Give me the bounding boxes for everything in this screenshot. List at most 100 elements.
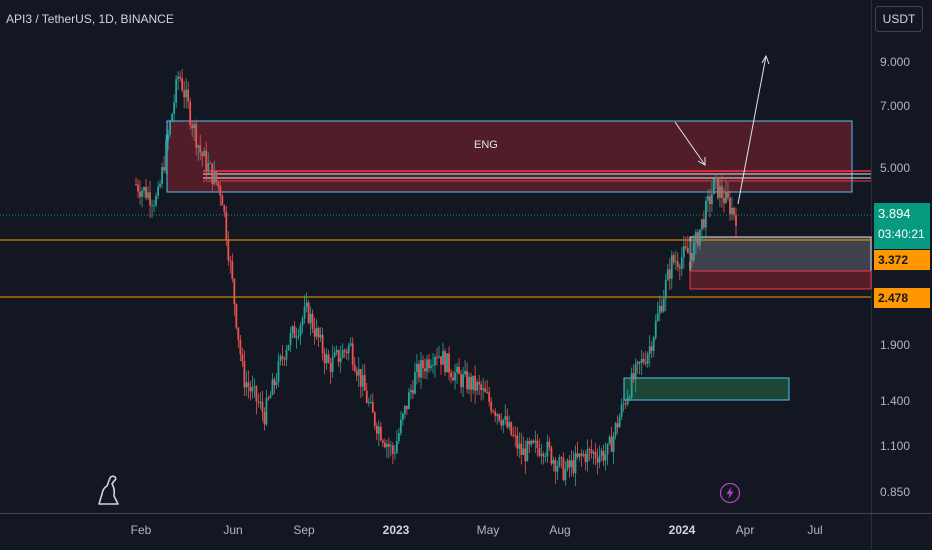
candle-body (279, 356, 282, 362)
candle-body (636, 361, 639, 365)
candle-body (512, 434, 515, 436)
candle-body (524, 448, 527, 462)
candle-body (690, 253, 693, 261)
candle-body (243, 361, 246, 388)
candle-body (303, 306, 306, 319)
candle-body (219, 186, 222, 196)
currency-selector[interactable]: USDT (875, 6, 923, 32)
candle-body (237, 327, 240, 340)
current-price-badge: 3.894 03:40:21 (874, 203, 930, 249)
grey-zone[interactable] (689, 236, 872, 272)
candle-body (456, 366, 458, 373)
candle-body (381, 440, 384, 443)
candle-body (229, 260, 232, 262)
candle-body (458, 366, 460, 375)
candle-body (241, 354, 244, 362)
candle-body (688, 253, 691, 254)
candle-body (721, 186, 723, 199)
candle-body (572, 460, 575, 474)
candle-body (650, 346, 653, 351)
candle-body (401, 413, 404, 420)
candle-body (329, 362, 332, 373)
candle-body (564, 469, 567, 480)
candle-body (548, 441, 551, 448)
time-tick: Jun (223, 523, 243, 537)
candle-body (598, 455, 601, 463)
candle-body (333, 352, 336, 357)
candle-body (462, 374, 464, 388)
candle-body (239, 339, 242, 355)
candle-body (672, 255, 675, 262)
candle-body (139, 191, 141, 197)
candle-body (263, 412, 266, 425)
candle-body (189, 101, 192, 126)
candle-body (291, 326, 294, 333)
candle-body (522, 448, 525, 455)
candle-body (179, 76, 182, 79)
candle-body (508, 422, 511, 428)
candle-body (432, 365, 434, 366)
candle-body (177, 76, 180, 80)
candle-body (664, 280, 667, 299)
candle-body (141, 190, 143, 197)
candle-body (454, 372, 456, 381)
candle-body (420, 360, 422, 378)
candle-body (702, 219, 705, 228)
candle-body (707, 196, 709, 201)
candle-body (486, 392, 489, 393)
candle-body (233, 278, 236, 305)
candle-body (305, 302, 308, 307)
candle-body (155, 196, 157, 206)
candle-body (319, 334, 322, 338)
candle-body (201, 152, 204, 157)
level-badge-2: 2.478 (874, 288, 930, 308)
candle-body (373, 412, 376, 426)
candle-body (538, 447, 541, 456)
candle-body (670, 255, 673, 279)
candle-body (395, 441, 398, 453)
symbol-title[interactable]: API3 / TetherUS, 1D, BINANCE (6, 12, 174, 26)
candle-body (293, 326, 296, 338)
candle-body (251, 386, 254, 392)
candle-body (490, 401, 493, 412)
candle-body (191, 125, 194, 129)
candle-body (397, 433, 400, 442)
candle-body (257, 401, 260, 403)
demand-zone[interactable] (623, 377, 790, 401)
candle-body (289, 332, 292, 346)
candle-body (472, 375, 475, 390)
candle-body (277, 361, 280, 383)
candle-body (556, 465, 559, 472)
candle-body (731, 207, 733, 215)
candle-body (399, 419, 402, 434)
candle-body (145, 187, 147, 198)
candle-body (735, 214, 737, 226)
candle-body (199, 145, 202, 153)
lightning-icon[interactable] (719, 482, 741, 509)
candle-body (494, 411, 497, 416)
candle-body (227, 240, 230, 261)
candle-body (424, 368, 426, 372)
candle-body (492, 411, 495, 413)
time-tick: May (476, 523, 500, 537)
candle-body (723, 198, 725, 203)
red-zone[interactable] (689, 270, 872, 290)
candle-body (590, 449, 593, 454)
candle-body (183, 90, 186, 98)
candle-body (696, 232, 699, 246)
candle-body (323, 353, 326, 364)
candle-body (552, 460, 555, 464)
price-tick: 0.850 (880, 485, 911, 499)
candle-body (468, 376, 471, 390)
candle-body (367, 402, 370, 404)
candle-body (171, 113, 174, 122)
candle-body (207, 163, 210, 171)
candle-body (301, 318, 304, 326)
candle-body (363, 375, 366, 391)
candle-body (165, 140, 168, 171)
candle-body (331, 356, 334, 373)
dinosaur-icon[interactable] (96, 474, 122, 511)
candle-body (654, 320, 657, 338)
candle-body (365, 390, 368, 403)
